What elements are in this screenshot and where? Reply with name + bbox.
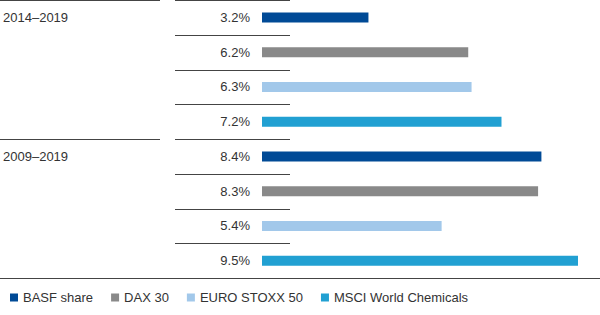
svg-text:8.3%: 8.3%: [220, 184, 250, 199]
svg-text:3.2%: 3.2%: [220, 10, 250, 25]
svg-text:5.4%: 5.4%: [220, 218, 250, 233]
svg-text:BASF share: BASF share: [23, 290, 93, 305]
svg-text:2014–2019: 2014–2019: [3, 10, 68, 25]
svg-text:6.2%: 6.2%: [220, 45, 250, 60]
svg-text:2009–2019: 2009–2019: [3, 149, 68, 164]
svg-text:6.3%: 6.3%: [220, 79, 250, 94]
svg-text:DAX 30: DAX 30: [124, 290, 169, 305]
svg-text:8.4%: 8.4%: [220, 149, 250, 164]
svg-text:7.2%: 7.2%: [220, 114, 250, 129]
svg-text:EURO STOXX 50: EURO STOXX 50: [200, 290, 303, 305]
svg-text:9.5%: 9.5%: [220, 253, 250, 268]
svg-text:MSCI World Chemicals: MSCI World Chemicals: [334, 290, 469, 305]
